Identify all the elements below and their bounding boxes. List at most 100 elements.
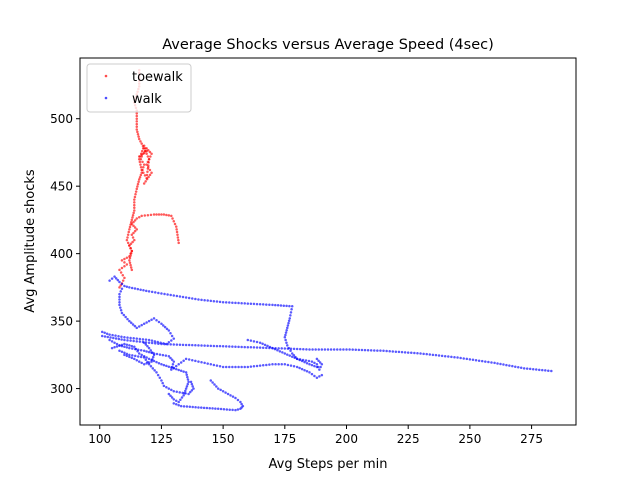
data-point-walk xyxy=(118,295,121,299)
data-point-walk xyxy=(167,341,171,344)
data-point-walk xyxy=(228,408,231,411)
data-point-walk xyxy=(123,353,126,357)
data-point-walk xyxy=(170,334,174,338)
data-point-walk xyxy=(105,332,109,335)
data-point-walk xyxy=(123,284,126,288)
data-point-toewalk xyxy=(142,166,145,169)
data-point-walk xyxy=(274,363,277,366)
data-point-walk xyxy=(144,341,148,344)
data-point-walk xyxy=(240,402,243,406)
data-point-walk xyxy=(180,396,184,399)
data-point-walk xyxy=(165,385,168,389)
data-point-toewalk xyxy=(142,152,145,156)
data-point-walk xyxy=(329,348,333,351)
data-point-walk xyxy=(231,301,234,304)
data-point-walk xyxy=(139,355,143,359)
data-point-walk xyxy=(169,394,172,398)
data-point-walk xyxy=(178,295,182,298)
data-point-walk xyxy=(120,287,124,290)
data-point-toewalk xyxy=(170,214,173,218)
data-point-walk xyxy=(234,396,237,400)
data-point-walk xyxy=(550,369,553,373)
data-point-walk xyxy=(304,359,308,362)
data-point-walk xyxy=(388,349,391,353)
data-point-walk xyxy=(276,304,280,307)
data-point-toewalk xyxy=(145,173,149,177)
data-point-walk xyxy=(499,362,502,366)
data-point-walk xyxy=(134,354,137,358)
data-point-walk xyxy=(194,297,197,301)
data-point-toewalk xyxy=(129,247,132,250)
data-point-walk xyxy=(302,347,305,351)
data-point-walk xyxy=(484,360,487,363)
data-point-walk xyxy=(128,286,131,289)
data-point-walk xyxy=(160,363,163,366)
data-point-toewalk xyxy=(135,117,139,120)
data-point-walk xyxy=(170,368,173,371)
data-point-walk xyxy=(135,326,139,330)
data-point-toewalk xyxy=(143,214,147,217)
data-point-walk xyxy=(192,387,195,390)
data-point-walk xyxy=(373,349,376,352)
data-point-toewalk xyxy=(144,180,147,183)
data-point-toewalk xyxy=(132,224,135,228)
data-point-toewalk xyxy=(128,256,132,260)
data-point-walk xyxy=(131,323,135,326)
data-point-walk xyxy=(191,358,194,362)
data-point-walk xyxy=(191,385,194,388)
data-point-walk xyxy=(184,296,188,299)
data-point-walk xyxy=(283,352,287,355)
data-point-walk xyxy=(169,343,172,346)
y-tick-label: 500 xyxy=(50,112,73,126)
data-point-walk xyxy=(277,363,280,366)
data-point-walk xyxy=(165,327,169,331)
data-point-walk xyxy=(428,353,432,356)
data-point-walk xyxy=(162,363,166,367)
data-point-walk xyxy=(319,365,322,369)
data-point-toewalk xyxy=(139,152,143,156)
data-point-walk xyxy=(130,286,134,290)
data-point-walk xyxy=(298,366,301,370)
data-point-walk xyxy=(348,348,351,351)
data-point-toewalk xyxy=(136,132,140,136)
data-point-walk xyxy=(317,348,320,351)
data-point-walk xyxy=(255,346,259,349)
data-point-walk xyxy=(150,341,154,345)
data-point-walk xyxy=(243,302,246,305)
data-point-walk xyxy=(295,347,299,351)
data-point-walk xyxy=(437,354,441,357)
data-point-walk xyxy=(186,375,189,379)
data-point-toewalk xyxy=(147,148,150,152)
data-point-walk xyxy=(126,317,129,321)
data-point-walk xyxy=(174,364,178,368)
data-point-walk xyxy=(440,354,444,358)
data-point-walk xyxy=(314,348,317,351)
data-point-walk xyxy=(453,355,456,359)
data-point-toewalk xyxy=(141,160,144,164)
data-point-walk xyxy=(240,345,243,349)
data-point-walk xyxy=(215,300,219,303)
data-point-walk xyxy=(144,338,148,341)
data-point-walk xyxy=(315,357,319,361)
data-point-toewalk xyxy=(147,166,150,169)
data-point-toewalk xyxy=(128,225,132,229)
legend-marker-walk xyxy=(104,96,108,100)
y-tick-label: 450 xyxy=(50,180,73,194)
data-point-walk xyxy=(128,355,131,359)
data-point-walk xyxy=(113,346,116,349)
data-point-walk xyxy=(184,371,188,374)
data-point-walk xyxy=(236,398,240,402)
data-point-walk xyxy=(179,404,183,408)
data-point-walk xyxy=(219,388,222,392)
data-point-toewalk xyxy=(123,264,126,268)
data-point-walk xyxy=(172,360,176,363)
data-point-walk xyxy=(142,363,146,366)
data-point-walk xyxy=(295,365,299,369)
data-point-walk xyxy=(443,354,447,358)
data-point-walk xyxy=(162,384,166,388)
data-point-walk xyxy=(206,344,209,347)
data-point-toewalk xyxy=(133,201,136,204)
data-point-walk xyxy=(298,347,302,351)
data-point-walk xyxy=(146,345,149,348)
